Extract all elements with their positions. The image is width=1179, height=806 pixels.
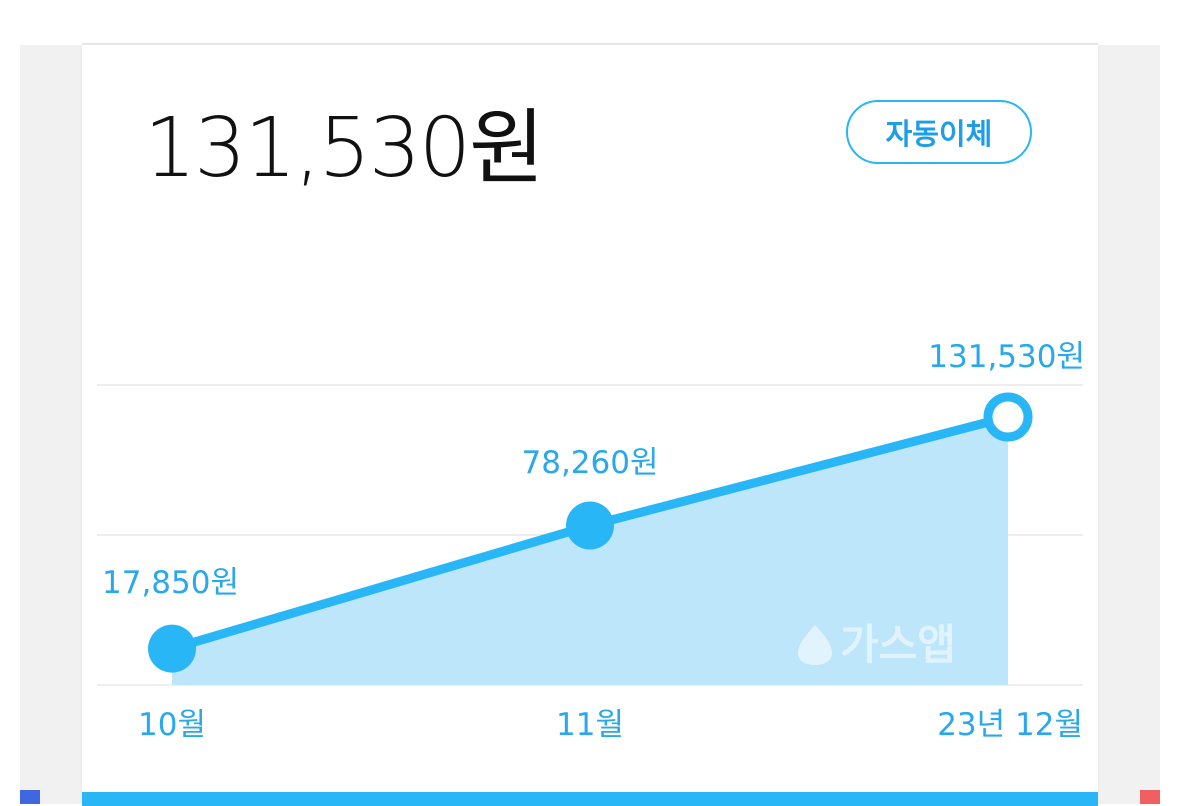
data-point-current xyxy=(983,392,1033,442)
usage-line-chart: 가스앱 17,850원 78,260원 131,530원 10월 11월 23년 12월 xyxy=(97,339,1085,743)
data-point xyxy=(566,501,614,550)
data-label: 131,530원 xyxy=(928,339,1085,375)
bottom-accent-bar xyxy=(82,792,1098,806)
x-tick-label: 23년 12월 xyxy=(937,707,1083,743)
series-area xyxy=(172,417,1008,685)
left-side-panel xyxy=(20,45,82,804)
bill-summary-card: 131,530원 자동이체 가스앱 17,850원 78,260원 131,530원 1… xyxy=(82,43,1098,806)
x-tick-label: 10월 xyxy=(138,707,206,743)
right-side-mark xyxy=(1140,790,1160,804)
data-label: 17,850원 xyxy=(102,565,239,601)
data-label: 78,260원 xyxy=(522,445,659,481)
flame-icon xyxy=(798,625,832,665)
watermark-text: 가스앱 xyxy=(840,620,956,669)
data-point xyxy=(148,624,196,673)
right-side-panel xyxy=(1098,45,1160,804)
total-amount: 131,530원 xyxy=(144,101,545,196)
x-tick-label: 11월 xyxy=(556,707,624,743)
auto-transfer-button[interactable]: 자동이체 xyxy=(846,100,1032,164)
left-side-mark xyxy=(20,790,40,804)
